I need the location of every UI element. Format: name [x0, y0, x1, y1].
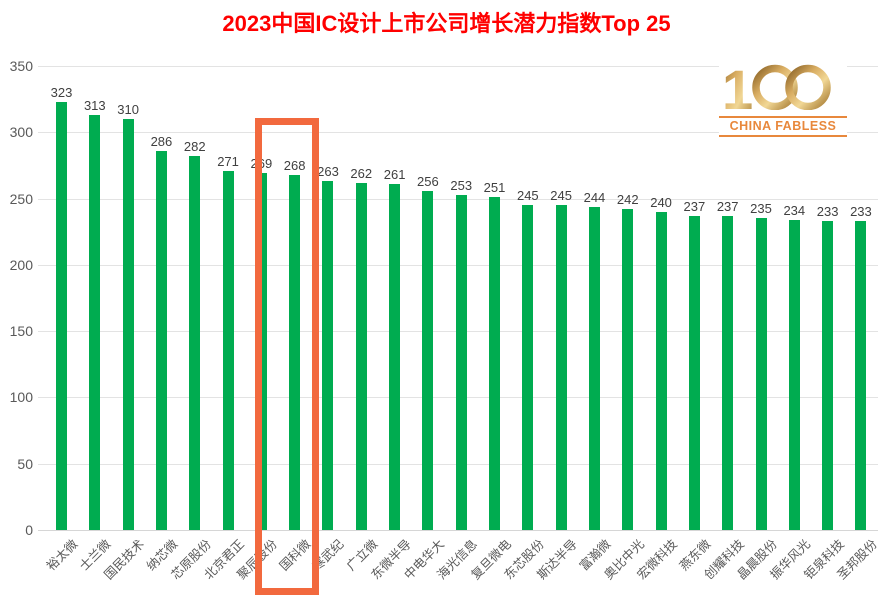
bar — [588, 206, 600, 530]
y-axis-label: 100 — [9, 389, 33, 406]
bar — [755, 218, 767, 530]
bar-value-label: 237 — [683, 198, 706, 214]
bar — [56, 101, 67, 530]
bar — [189, 156, 201, 530]
bar — [822, 221, 834, 530]
logo-caption: CHINA FABLESS — [719, 116, 847, 137]
bar — [422, 190, 434, 530]
y-axis-label: 50 — [17, 455, 33, 472]
bar-value-label: 286 — [150, 133, 173, 149]
bar-value-label: 242 — [616, 192, 639, 208]
bar-value-label: 245 — [550, 188, 572, 204]
bar — [722, 215, 734, 530]
bar — [688, 215, 700, 530]
gridline — [38, 132, 878, 133]
bar-value-label: 313 — [83, 98, 106, 114]
bar — [622, 209, 634, 530]
bar-value-label: 323 — [50, 84, 73, 100]
bar-value-label: 235 — [750, 201, 772, 217]
bar-value-label: 262 — [350, 165, 373, 181]
china-fabless-logo: 1 CHINA FABLESS — [719, 58, 847, 137]
bar — [155, 150, 167, 530]
bar — [489, 197, 501, 530]
highlight-rectangle — [255, 118, 319, 595]
y-axis-label: 250 — [9, 190, 33, 207]
bar-value-label: 310 — [117, 102, 139, 118]
bar — [655, 211, 667, 530]
bar-value-label: 263 — [317, 164, 339, 180]
bar-value-label: 271 — [217, 153, 239, 169]
bar-value-label: 233 — [816, 204, 839, 220]
y-axis-label: 150 — [9, 323, 33, 340]
y-axis-label: 300 — [9, 124, 33, 141]
bar-value-label: 240 — [650, 194, 672, 210]
bar — [855, 221, 867, 530]
bar-value-label: 251 — [483, 180, 506, 196]
logo-zero-left-icon — [752, 64, 798, 111]
bar — [788, 219, 800, 530]
bar — [289, 174, 301, 530]
bar — [555, 205, 567, 530]
bar-value-label: 237 — [716, 198, 739, 214]
logo-100-icon: 1 — [722, 58, 831, 121]
bar — [89, 115, 101, 530]
chart-title: 2023中国IC设计上市公司增长潜力指数Top 25 — [222, 11, 671, 36]
logo-digit-one: 1 — [722, 64, 753, 110]
y-axis-label: 0 — [25, 522, 33, 538]
bar — [455, 194, 467, 530]
x-axis-label: 裕太微 — [43, 537, 81, 574]
y-axis-label: 200 — [9, 256, 33, 273]
bar — [389, 183, 401, 530]
bar — [122, 119, 134, 530]
bar-value-label: 245 — [516, 188, 539, 204]
gridline — [38, 66, 878, 67]
bar — [522, 205, 534, 530]
bar-value-label: 268 — [283, 157, 306, 173]
y-axis-label: 350 — [9, 58, 33, 74]
bar-value-label: 256 — [417, 173, 439, 189]
x-axis-line — [38, 530, 878, 531]
bar-value-label: 282 — [183, 139, 206, 155]
logo-zero-right-icon — [785, 64, 831, 111]
bar-value-label: 244 — [583, 189, 606, 205]
bar — [222, 170, 234, 530]
bar-value-label: 261 — [383, 166, 406, 182]
bar-value-label: 233 — [850, 204, 872, 220]
bar — [355, 182, 367, 530]
bar — [322, 181, 334, 530]
bar-value-label: 253 — [450, 177, 473, 193]
bar-value-label: 234 — [783, 202, 806, 218]
